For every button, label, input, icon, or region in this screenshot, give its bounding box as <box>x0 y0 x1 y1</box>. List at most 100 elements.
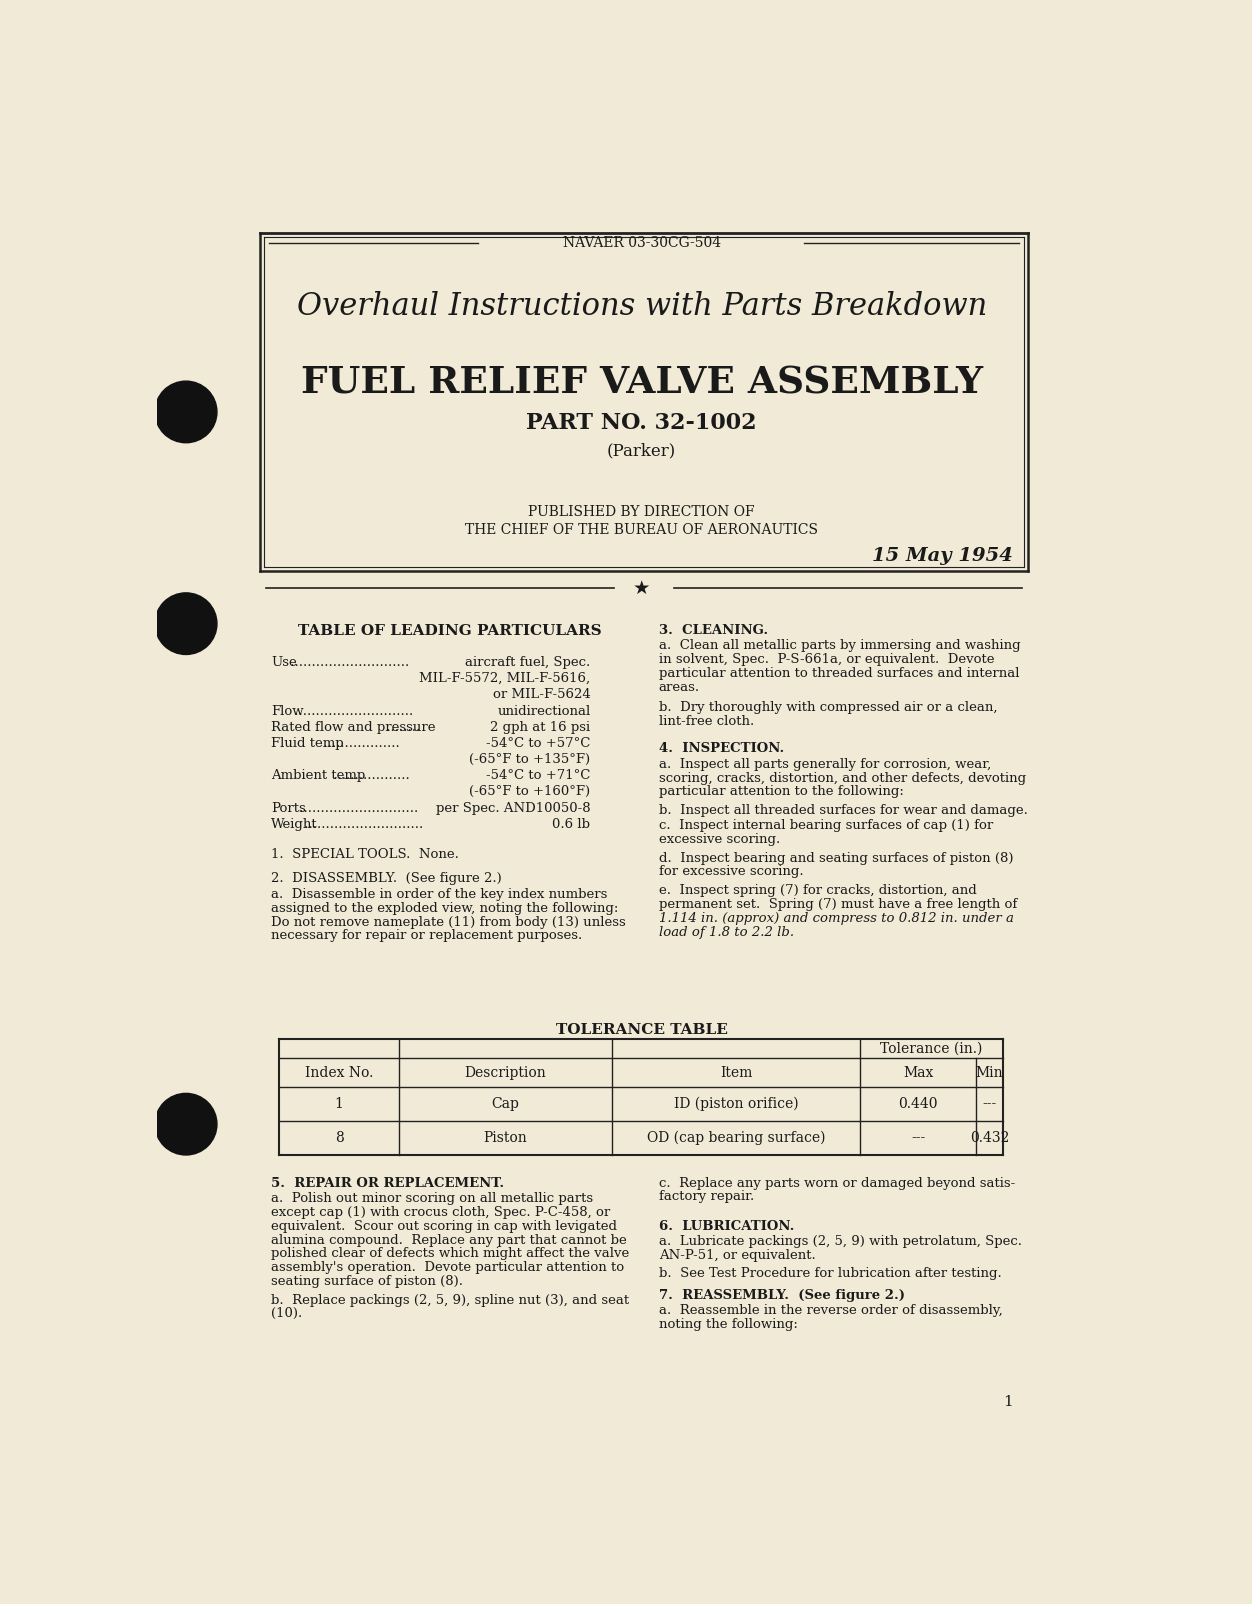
Text: PUBLISHED BY DIRECTION OF: PUBLISHED BY DIRECTION OF <box>528 505 755 520</box>
Text: -54°C to +71°C: -54°C to +71°C <box>486 770 591 783</box>
Text: b.  Replace packings (2, 5, 9), spline nut (3), and seat: b. Replace packings (2, 5, 9), spline nu… <box>272 1293 630 1307</box>
Text: Tolerance (in.): Tolerance (in.) <box>880 1041 983 1055</box>
Text: a.  Clean all metallic parts by immersing and washing: a. Clean all metallic parts by immersing… <box>659 638 1020 653</box>
Text: Do not remove nameplate (11) from body (13) unless: Do not remove nameplate (11) from body (… <box>272 916 626 929</box>
Text: or MIL-F-5624: or MIL-F-5624 <box>493 688 591 701</box>
Text: ★: ★ <box>634 579 650 598</box>
Text: Flow: Flow <box>272 704 304 717</box>
Text: Use: Use <box>272 656 297 669</box>
Text: Overhaul Instructions with Parts Breakdown: Overhaul Instructions with Parts Breakdo… <box>297 290 987 322</box>
Text: Rated flow and pressure: Rated flow and pressure <box>272 720 436 733</box>
Text: Min: Min <box>975 1065 1003 1079</box>
Text: per Spec. AND10050-8: per Spec. AND10050-8 <box>436 802 591 815</box>
Text: Piston: Piston <box>483 1131 527 1145</box>
Text: 6.  LUBRICATION.: 6. LUBRICATION. <box>659 1219 794 1232</box>
Text: a.  Reassemble in the reverse order of disassembly,: a. Reassemble in the reverse order of di… <box>659 1304 1003 1317</box>
Text: a.  Lubricate packings (2, 5, 9) with petrolatum, Spec.: a. Lubricate packings (2, 5, 9) with pet… <box>659 1235 1022 1248</box>
Text: AN-P-51, or equivalent.: AN-P-51, or equivalent. <box>659 1250 815 1262</box>
Text: Index No.: Index No. <box>304 1065 373 1079</box>
Text: 7.  REASSEMBLY.  (See figure 2.): 7. REASSEMBLY. (See figure 2.) <box>659 1290 905 1302</box>
Text: permanent set.  Spring (7) must have a free length of: permanent set. Spring (7) must have a fr… <box>659 898 1017 911</box>
Text: 1: 1 <box>334 1097 343 1112</box>
Text: TABLE OF LEADING PARTICULARS: TABLE OF LEADING PARTICULARS <box>298 624 601 638</box>
Text: 2 gph at 16 psi: 2 gph at 16 psi <box>491 720 591 733</box>
Text: particular attention to threaded surfaces and internal: particular attention to threaded surface… <box>659 667 1019 680</box>
Circle shape <box>155 593 217 654</box>
Text: (Parker): (Parker) <box>607 443 676 459</box>
Text: 0.440: 0.440 <box>899 1097 938 1112</box>
Text: ID (piston orifice): ID (piston orifice) <box>674 1097 799 1112</box>
Text: 2.  DISASSEMBLY.  (See figure 2.): 2. DISASSEMBLY. (See figure 2.) <box>272 873 502 885</box>
Text: alumina compound.  Replace any part that cannot be: alumina compound. Replace any part that … <box>272 1233 627 1246</box>
Text: -54°C to +57°C: -54°C to +57°C <box>486 736 591 751</box>
Text: Max: Max <box>903 1065 934 1079</box>
Text: ........: ........ <box>382 720 419 733</box>
Text: TOLERANCE TABLE: TOLERANCE TABLE <box>556 1022 727 1036</box>
Text: ............................: ............................ <box>295 802 418 815</box>
Text: ---: --- <box>911 1131 925 1145</box>
Text: load of 1.8 to 2.2 lb.: load of 1.8 to 2.2 lb. <box>659 926 794 938</box>
Text: c.  Replace any parts worn or damaged beyond satis-: c. Replace any parts worn or damaged bey… <box>659 1177 1015 1190</box>
Text: assigned to the exploded view, noting the following:: assigned to the exploded view, noting th… <box>272 901 618 914</box>
Text: a.  Inspect all parts generally for corrosion, wear,: a. Inspect all parts generally for corro… <box>659 757 990 770</box>
Text: 0.6 lb: 0.6 lb <box>552 818 591 831</box>
Text: unidirectional: unidirectional <box>497 704 591 717</box>
Text: lint-free cloth.: lint-free cloth. <box>659 714 754 728</box>
Text: ---: --- <box>983 1097 997 1112</box>
Text: (10).: (10). <box>272 1307 303 1320</box>
Text: equivalent.  Scour out scoring in cap with levigated: equivalent. Scour out scoring in cap wit… <box>272 1219 617 1232</box>
Text: 3.  CLEANING.: 3. CLEANING. <box>659 624 767 637</box>
Circle shape <box>155 382 217 443</box>
Text: particular attention to the following:: particular attention to the following: <box>659 786 904 799</box>
Circle shape <box>155 1094 217 1155</box>
Text: factory repair.: factory repair. <box>659 1190 754 1203</box>
Text: b.  See Test Procedure for lubrication after testing.: b. See Test Procedure for lubrication af… <box>659 1267 1002 1280</box>
Text: 5.  REPAIR OR REPLACEMENT.: 5. REPAIR OR REPLACEMENT. <box>272 1177 505 1190</box>
Text: Item: Item <box>720 1065 752 1079</box>
Text: (-65°F to +135°F): (-65°F to +135°F) <box>470 752 591 767</box>
Text: c.  Inspect internal bearing surfaces of cap (1) for: c. Inspect internal bearing surfaces of … <box>659 820 993 832</box>
Text: 15 May 1954: 15 May 1954 <box>871 547 1013 565</box>
Text: assembly's operation.  Devote particular attention to: assembly's operation. Devote particular … <box>272 1261 625 1274</box>
Text: a.  Polish out minor scoring on all metallic parts: a. Polish out minor scoring on all metal… <box>272 1192 593 1205</box>
Text: PART NO. 32-1002: PART NO. 32-1002 <box>526 412 757 435</box>
Text: NAVAER 03-30CG-504: NAVAER 03-30CG-504 <box>562 236 721 250</box>
Text: b.  Dry thoroughly with compressed air or a clean,: b. Dry thoroughly with compressed air or… <box>659 701 997 714</box>
Text: 1.114 in. (approx) and compress to 0.812 in. under a: 1.114 in. (approx) and compress to 0.812… <box>659 911 1014 924</box>
Text: ............................: ............................ <box>285 656 409 669</box>
Text: 8: 8 <box>334 1131 343 1145</box>
Text: Ports: Ports <box>272 802 305 815</box>
Text: necessary for repair or replacement purposes.: necessary for repair or replacement purp… <box>272 929 582 943</box>
Text: MIL-F-5572, MIL-F-5616,: MIL-F-5572, MIL-F-5616, <box>419 672 591 685</box>
Text: scoring, cracks, distortion, and other defects, devoting: scoring, cracks, distortion, and other d… <box>659 772 1025 784</box>
Text: polished clear of defects which might affect the valve: polished clear of defects which might af… <box>272 1248 630 1261</box>
Text: ..................: .................. <box>329 770 409 783</box>
Text: noting the following:: noting the following: <box>659 1318 798 1331</box>
Text: 4.  INSPECTION.: 4. INSPECTION. <box>659 743 784 755</box>
Text: Description: Description <box>464 1065 547 1079</box>
Text: except cap (1) with crocus cloth, Spec. P-C-458, or: except cap (1) with crocus cloth, Spec. … <box>272 1206 611 1219</box>
Text: seating surface of piston (8).: seating surface of piston (8). <box>272 1275 463 1288</box>
Text: in solvent, Spec.  P-S-661a, or equivalent.  Devote: in solvent, Spec. P-S-661a, or equivalen… <box>659 653 994 666</box>
Text: 1.  SPECIAL TOOLS.  None.: 1. SPECIAL TOOLS. None. <box>272 849 459 861</box>
Text: for excessive scoring.: for excessive scoring. <box>659 866 804 879</box>
Text: a.  Disassemble in order of the key index numbers: a. Disassemble in order of the key index… <box>272 887 607 901</box>
Text: (-65°F to +160°F): (-65°F to +160°F) <box>470 786 591 799</box>
Text: d.  Inspect bearing and seating surfaces of piston (8): d. Inspect bearing and seating surfaces … <box>659 852 1013 865</box>
Text: Fluid temp: Fluid temp <box>272 736 344 751</box>
Text: Weight: Weight <box>272 818 318 831</box>
Text: ..................: .................. <box>319 736 399 751</box>
Text: aircraft fuel, Spec.: aircraft fuel, Spec. <box>466 656 591 669</box>
Text: e.  Inspect spring (7) for cracks, distortion, and: e. Inspect spring (7) for cracks, distor… <box>659 884 977 897</box>
Text: areas.: areas. <box>659 680 700 693</box>
Text: Ambient temp: Ambient temp <box>272 770 366 783</box>
Text: excessive scoring.: excessive scoring. <box>659 832 780 847</box>
Text: Cap: Cap <box>492 1097 520 1112</box>
Text: 0.432: 0.432 <box>970 1131 1009 1145</box>
Text: FUEL RELIEF VALVE ASSEMBLY: FUEL RELIEF VALVE ASSEMBLY <box>300 366 983 403</box>
Text: b.  Inspect all threaded surfaces for wear and damage.: b. Inspect all threaded surfaces for wea… <box>659 804 1028 816</box>
Text: THE CHIEF OF THE BUREAU OF AERONAUTICS: THE CHIEF OF THE BUREAU OF AERONAUTICS <box>466 523 818 537</box>
Text: ............................: ............................ <box>300 818 423 831</box>
Text: ............................: ............................ <box>290 704 413 717</box>
Text: 1: 1 <box>1003 1395 1013 1408</box>
